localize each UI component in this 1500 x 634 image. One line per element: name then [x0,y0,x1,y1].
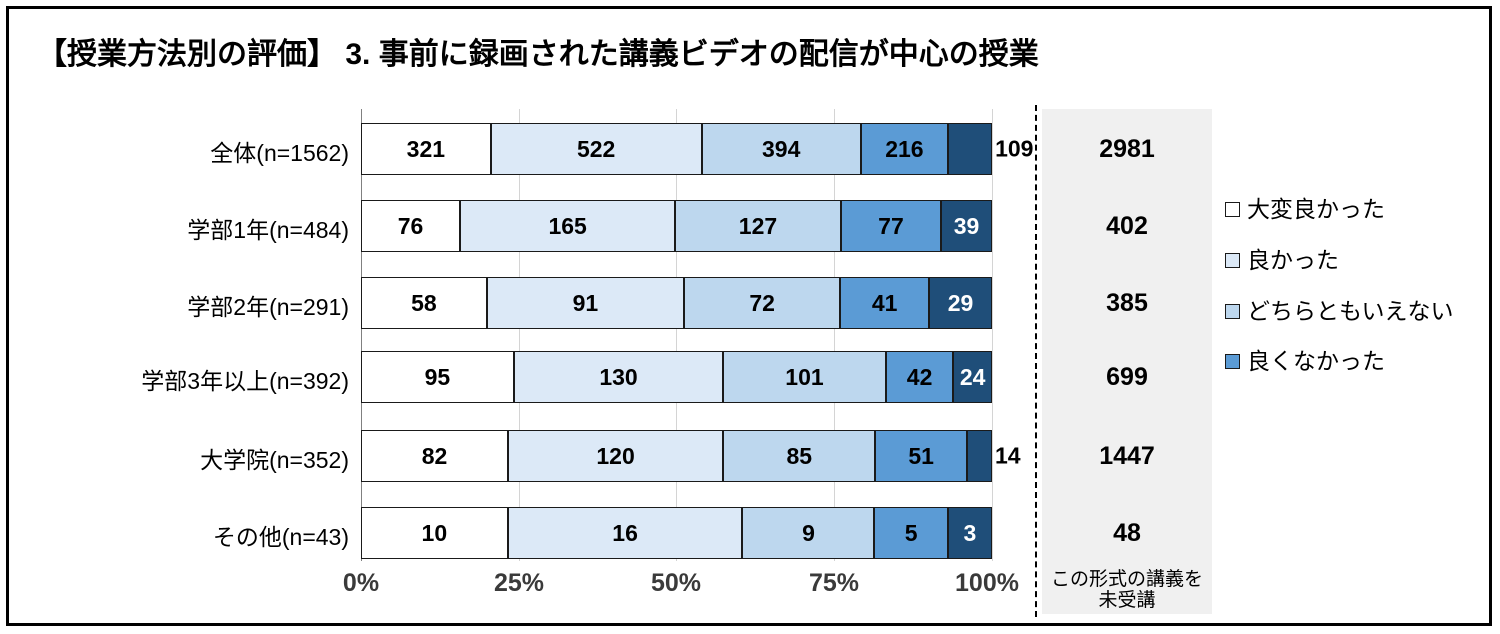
segment-3-1: 130 [513,351,724,403]
bar-row-3: 95 130 101 42 24 [361,351,992,403]
segment-2-4: 29 [929,277,992,329]
legend-label-0: 大変良かった [1247,196,1385,222]
page-title: 【授業方法別の評価】 3. 事前に録画された講義ビデオの配信が中心の授業 [37,38,1039,71]
segment-2-2: 72 [684,277,841,329]
gridline-0 [361,109,362,561]
legend-item-1: 良かった [1225,246,1485,275]
legend-item-3: 良くなかった [1225,347,1485,376]
xtick-50: 50% [650,569,702,597]
segment-0-3: 216 [860,123,949,175]
legend-item-2: どちらともいえない [1225,297,1485,326]
bar-row-5: 10 16 9 5 3 [361,507,992,559]
xtick-0: 0% [342,569,380,597]
row-label-2: 学部2年(n=291) [187,294,349,320]
segment-4-0: 82 [361,430,508,482]
row-label-1: 学部1年(n=484) [187,217,349,243]
legend-label-1: 良かった [1247,246,1339,273]
not-taken-value-4: 1447 [1099,442,1155,470]
not-taken-caption: この形式の講義を未受講 [1050,569,1203,612]
legend: 大変良かった 良かった どちらともいえない 良くなかった [1225,195,1485,398]
segment-3-2: 101 [723,351,886,403]
segment-4-3: 51 [875,430,967,482]
bar-row-2: 58 91 72 41 29 [361,277,992,329]
gridline-50 [676,109,677,561]
segment-4-4-label: 14 [994,442,1021,469]
row-label-3: 学部3年以上(n=392) [141,368,349,394]
segment-1-2: 127 [675,200,841,252]
segment-3-3: 42 [885,351,954,403]
segment-1-3: 77 [840,200,942,252]
not-taken-value-1: 402 [1106,212,1148,240]
gridline-25 [519,109,520,561]
bar-row-4: 82 120 85 51 14 [361,430,1021,482]
chart-frame: 【授業方法別の評価】 3. 事前に録画された講義ビデオの配信が中心の授業 全体(… [6,6,1492,626]
chart-plot-area: 全体(n=1562) 321 522 394 216 109 学部1年(n=48… [9,9,1495,629]
segment-0-1: 522 [490,123,702,175]
legend-label-3: 良くなかった [1247,348,1385,375]
row-label-4: 大学院(n=352) [200,447,349,473]
segment-4-2: 85 [723,430,876,482]
legend-swatch-icon-0 [1225,202,1240,217]
segment-1-0: 76 [361,200,461,252]
not-taken-value-0: 2981 [1099,135,1155,163]
segment-2-1: 91 [486,277,685,329]
segment-0-4-label: 109 [995,135,1034,162]
segment-4-1: 120 [508,430,724,482]
segment-0-0: 321 [361,123,491,175]
segment-5-1: 16 [507,507,743,559]
xtick-75: 75% [808,569,860,597]
segment-0-4: 109 [948,123,1033,175]
gridline-100 [992,109,993,561]
segment-4-4: 14 [966,430,1021,482]
not-taken-value-5: 48 [1113,519,1141,547]
legend-swatch-icon-1 [1225,252,1240,268]
segment-5-2: 9 [742,507,875,559]
not-taken-value-3: 699 [1106,363,1148,391]
segment-1-4: 39 [941,200,992,252]
row-label-5: その他(n=43) [212,524,349,550]
segment-2-0: 58 [361,277,487,329]
bar-row-0: 321 522 394 216 109 [361,123,1033,175]
segment-1-1: 165 [460,200,676,252]
not-taken-panel [1042,109,1212,614]
segment-5-4: 3 [947,507,992,559]
legend-swatch-icon-2 [1225,303,1240,319]
bar-row-1: 76 165 127 77 39 [361,200,992,252]
segment-0-2: 394 [701,123,861,175]
row-label-0: 全体(n=1562) [210,140,349,166]
segment-5-3: 5 [874,507,948,559]
not-taken-value-2: 385 [1106,289,1148,317]
legend-item-0: 大変良かった [1225,195,1485,224]
xtick-100: 100% [955,569,1019,597]
legend-swatch-icon-3 [1225,354,1240,370]
legend-label-2: どちらともいえない [1247,297,1454,324]
segment-2-3: 41 [840,277,930,329]
xtick-25: 25% [493,569,545,597]
segment-3-4: 24 [953,351,992,403]
panel-divider [1035,105,1037,617]
gridline-75 [834,109,835,561]
segment-3-0: 95 [361,351,514,403]
segment-5-0: 10 [361,507,508,559]
